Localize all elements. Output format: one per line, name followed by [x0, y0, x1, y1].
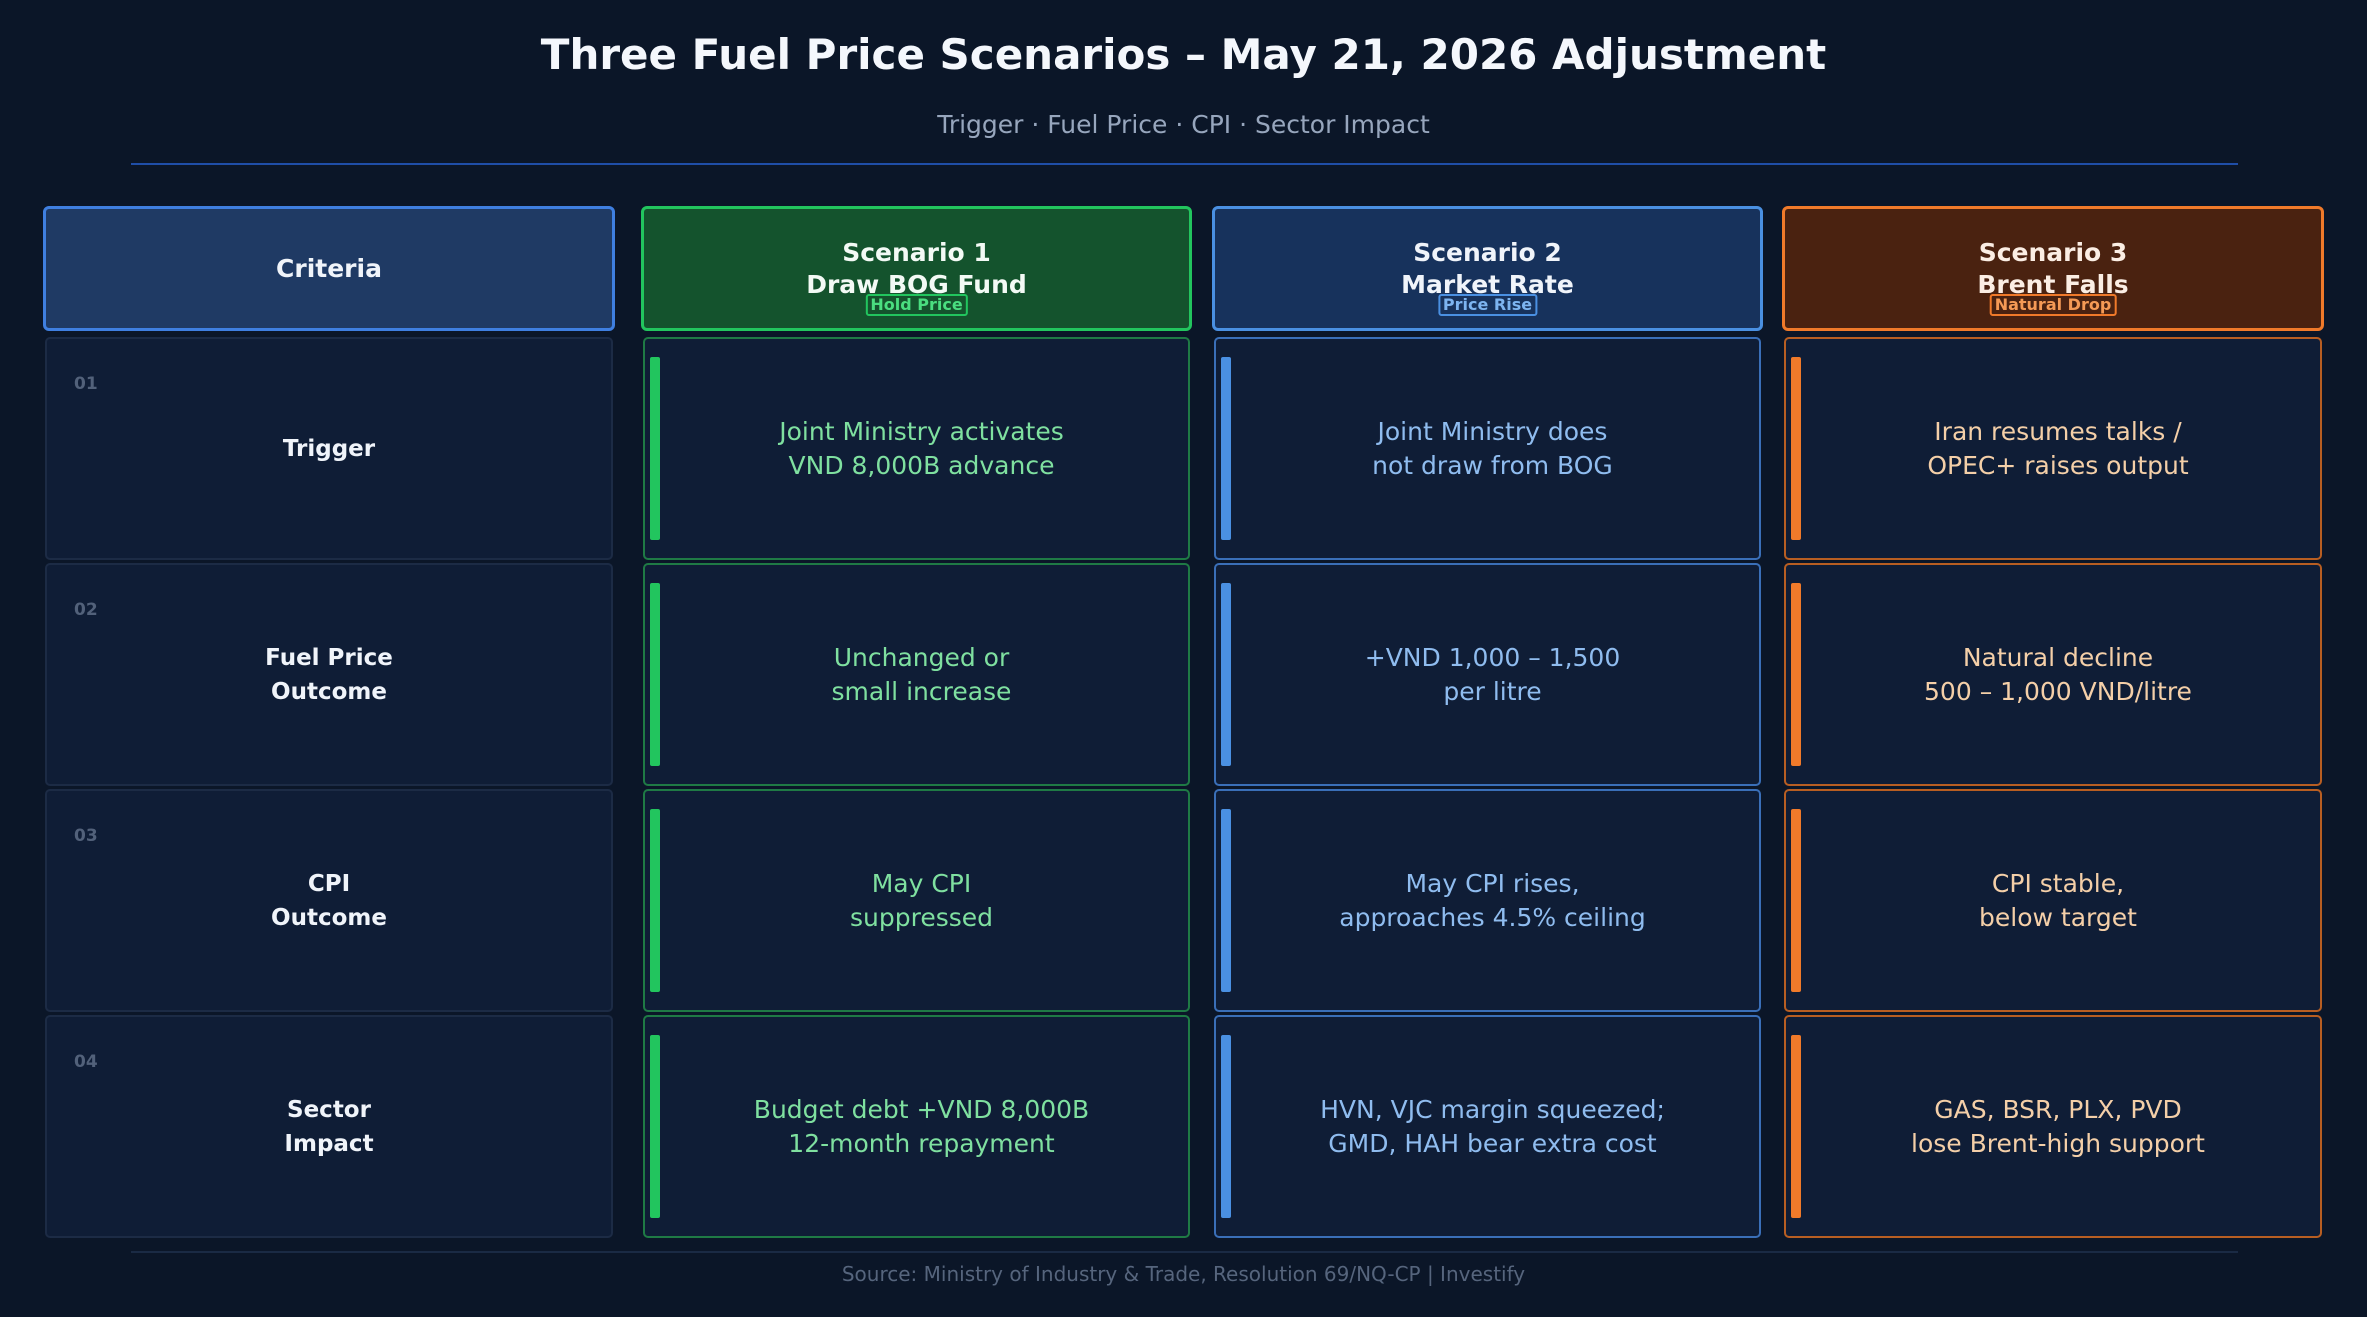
- cell-text: Budget debt +VND 8,000B 12-month repayme…: [753, 1094, 1090, 1158]
- accent-bar: [1791, 809, 1801, 992]
- cell-text: Joint Ministry activates VND 8,000B adva…: [779, 416, 1064, 480]
- footer-divider: [131, 1251, 2238, 1253]
- cell-text: May CPI rises, approaches 4.5% ceiling: [1339, 868, 1646, 932]
- scenario-1-sector-cell: Budget debt +VND 8,000B 12-month repayme…: [643, 1015, 1190, 1238]
- accent-bar: [1221, 357, 1231, 540]
- scenario-3-header: Scenario 3 Brent Falls Natural Drop: [1782, 206, 2324, 331]
- row-number: 03: [74, 826, 98, 846]
- row-number: 02: [74, 600, 98, 620]
- scenario-badge: Natural Drop: [1989, 294, 2117, 316]
- accent-bar: [1221, 809, 1231, 992]
- cell-text: May CPI suppressed: [849, 868, 994, 932]
- criteria-row-cpi: 03 CPI Outcome: [45, 789, 613, 1012]
- criteria-row-fuel-price: 02 Fuel Price Outcome: [45, 563, 613, 786]
- cell-text: Iran resumes talks / OPEC+ raises output: [1927, 416, 2189, 480]
- scenario-subtitle: Market Rate: [1401, 269, 1574, 299]
- scenario-subtitle: Brent Falls: [1977, 269, 2129, 299]
- cell-text: GAS, BSR, PLX, PVD lose Brent-high suppo…: [1911, 1094, 2205, 1158]
- scenario-1-trigger-cell: Joint Ministry activates VND 8,000B adva…: [643, 337, 1190, 560]
- scenario-1-cpi-cell: May CPI suppressed: [643, 789, 1190, 1012]
- criteria-row-sector: 04 Sector Impact: [45, 1015, 613, 1238]
- scenario-subtitle: Draw BOG Fund: [806, 269, 1027, 299]
- scenario-2-sector-cell: HVN, VJC margin squeezed; GMD, HAH bear …: [1214, 1015, 1761, 1238]
- criteria-header-label: Criteria: [276, 253, 382, 283]
- criteria-label: CPI Outcome: [271, 870, 387, 931]
- scenario-3-trigger-cell: Iran resumes talks / OPEC+ raises output: [1784, 337, 2322, 560]
- scenario-2-header: Scenario 2 Market Rate Price Rise: [1212, 206, 1763, 331]
- source-note: Source: Ministry of Industry & Trade, Re…: [841, 1262, 1526, 1286]
- criteria-label: Sector Impact: [284, 1096, 374, 1157]
- scenario-3-sector-cell: GAS, BSR, PLX, PVD lose Brent-high suppo…: [1784, 1015, 2322, 1238]
- accent-bar: [1221, 1035, 1231, 1218]
- cell-text: Natural decline 500 – 1,000 VND/litre: [1924, 642, 2192, 706]
- accent-bar: [1791, 1035, 1801, 1218]
- accent-bar: [1791, 583, 1801, 766]
- scenario-badge: Hold Price: [865, 294, 968, 316]
- scenario-1-fuel-price-cell: Unchanged or small increase: [643, 563, 1190, 786]
- scenario-title: Scenario 2: [1413, 237, 1562, 267]
- accent-bar: [650, 357, 660, 540]
- scenario-3-fuel-price-cell: Natural decline 500 – 1,000 VND/litre: [1784, 563, 2322, 786]
- accent-bar: [650, 809, 660, 992]
- cell-text: CPI stable, below target: [1979, 868, 2137, 932]
- criteria-label: Trigger: [282, 435, 376, 462]
- scenario-2-trigger-cell: Joint Ministry does not draw from BOG: [1214, 337, 1761, 560]
- scenario-2-fuel-price-cell: +VND 1,000 – 1,500 per litre: [1214, 563, 1761, 786]
- criteria-label: Fuel Price Outcome: [265, 644, 393, 705]
- criteria-header: Criteria: [43, 206, 615, 331]
- accent-bar: [650, 583, 660, 766]
- cell-text: Unchanged or small increase: [831, 642, 1012, 706]
- header-divider: [131, 163, 2238, 165]
- scenario-title: Scenario 1: [842, 237, 991, 267]
- scenario-title: Scenario 3: [1978, 237, 2128, 267]
- page-title: Three Fuel Price Scenarios – May 21, 202…: [540, 30, 1827, 79]
- page-subtitle: Trigger · Fuel Price · CPI · Sector Impa…: [937, 110, 1430, 139]
- accent-bar: [1221, 583, 1231, 766]
- row-number: 04: [74, 1052, 98, 1072]
- row-number: 01: [74, 374, 98, 394]
- accent-bar: [1791, 357, 1801, 540]
- accent-bar: [650, 1035, 660, 1218]
- scenario-3-cpi-cell: CPI stable, below target: [1784, 789, 2322, 1012]
- cell-text: HVN, VJC margin squeezed; GMD, HAH bear …: [1320, 1094, 1665, 1158]
- scenario-2-cpi-cell: May CPI rises, approaches 4.5% ceiling: [1214, 789, 1761, 1012]
- cell-text: Joint Ministry does not draw from BOG: [1372, 416, 1613, 480]
- scenario-1-header: Scenario 1 Draw BOG Fund Hold Price: [641, 206, 1192, 331]
- cell-text: +VND 1,000 – 1,500 per litre: [1364, 642, 1621, 706]
- scenario-badge: Price Rise: [1437, 294, 1538, 316]
- criteria-row-trigger: 01 Trigger: [45, 337, 613, 560]
